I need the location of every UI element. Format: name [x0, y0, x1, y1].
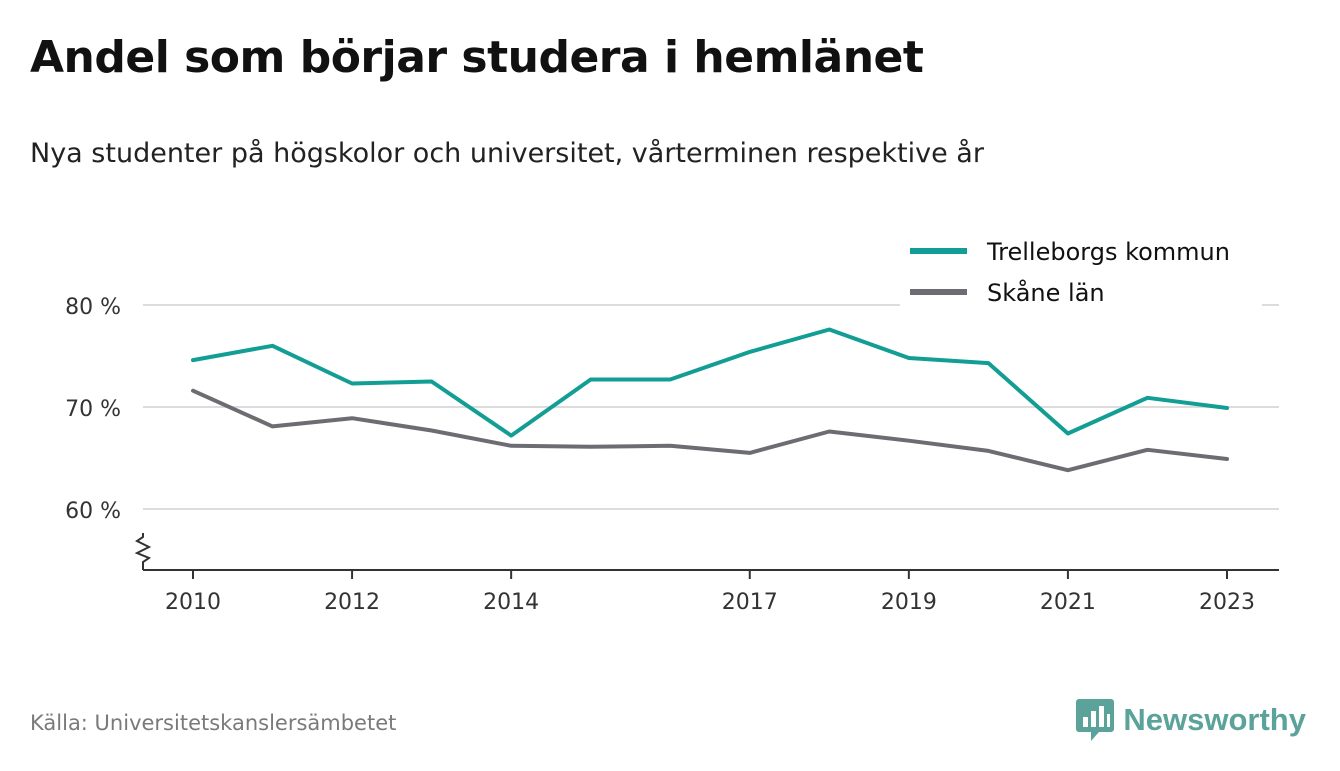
x-tick-label: 2019 — [881, 590, 937, 615]
line-chart: 60 % 70 % 80 % 2010 2012 2014 2017 2019 2021 202… — [65, 228, 1279, 615]
y-axis-ticks: 60 % 70 % 80 % — [65, 295, 121, 524]
x-axis-ticks: 2010 2012 2014 2017 2019 2021 2023 — [165, 570, 1255, 615]
x-tick-label: 2021 — [1040, 590, 1096, 615]
brand-logo: Newsworthy — [1075, 697, 1306, 743]
brand-name: Newsworthy — [1123, 702, 1306, 737]
axes — [134, 533, 1279, 571]
y-axis-break-icon — [134, 533, 152, 570]
y-tick-label: 80 % — [65, 295, 121, 320]
x-tick-label: 2017 — [722, 590, 778, 615]
chart-subtitle: Nya studenter på högskolor och universit… — [30, 138, 984, 169]
y-tick-label: 60 % — [65, 499, 121, 524]
x-tick-label: 2012 — [324, 590, 380, 615]
x-tick-label: 2014 — [483, 590, 539, 615]
series-line-skane — [191, 388, 1229, 473]
y-tick-label: 70 % — [65, 397, 121, 422]
legend-label: Trelleborgs kommun — [986, 238, 1230, 266]
legend-label: Skåne län — [987, 278, 1105, 307]
x-tick-label: 2023 — [1199, 590, 1255, 615]
source-note: Källa: Universitetskanslersämbetet — [30, 711, 397, 735]
x-tick-label: 2010 — [165, 590, 221, 615]
series-line-trelleborg — [191, 327, 1229, 438]
grid-lines — [143, 304, 1279, 510]
legend: Trelleborgs kommun Skåne län — [900, 228, 1262, 307]
series-lines — [191, 327, 1229, 473]
chart-title: Andel som börjar studera i hemlänet — [30, 32, 924, 83]
bar-chart-speech-bubble-icon — [1076, 699, 1115, 741]
